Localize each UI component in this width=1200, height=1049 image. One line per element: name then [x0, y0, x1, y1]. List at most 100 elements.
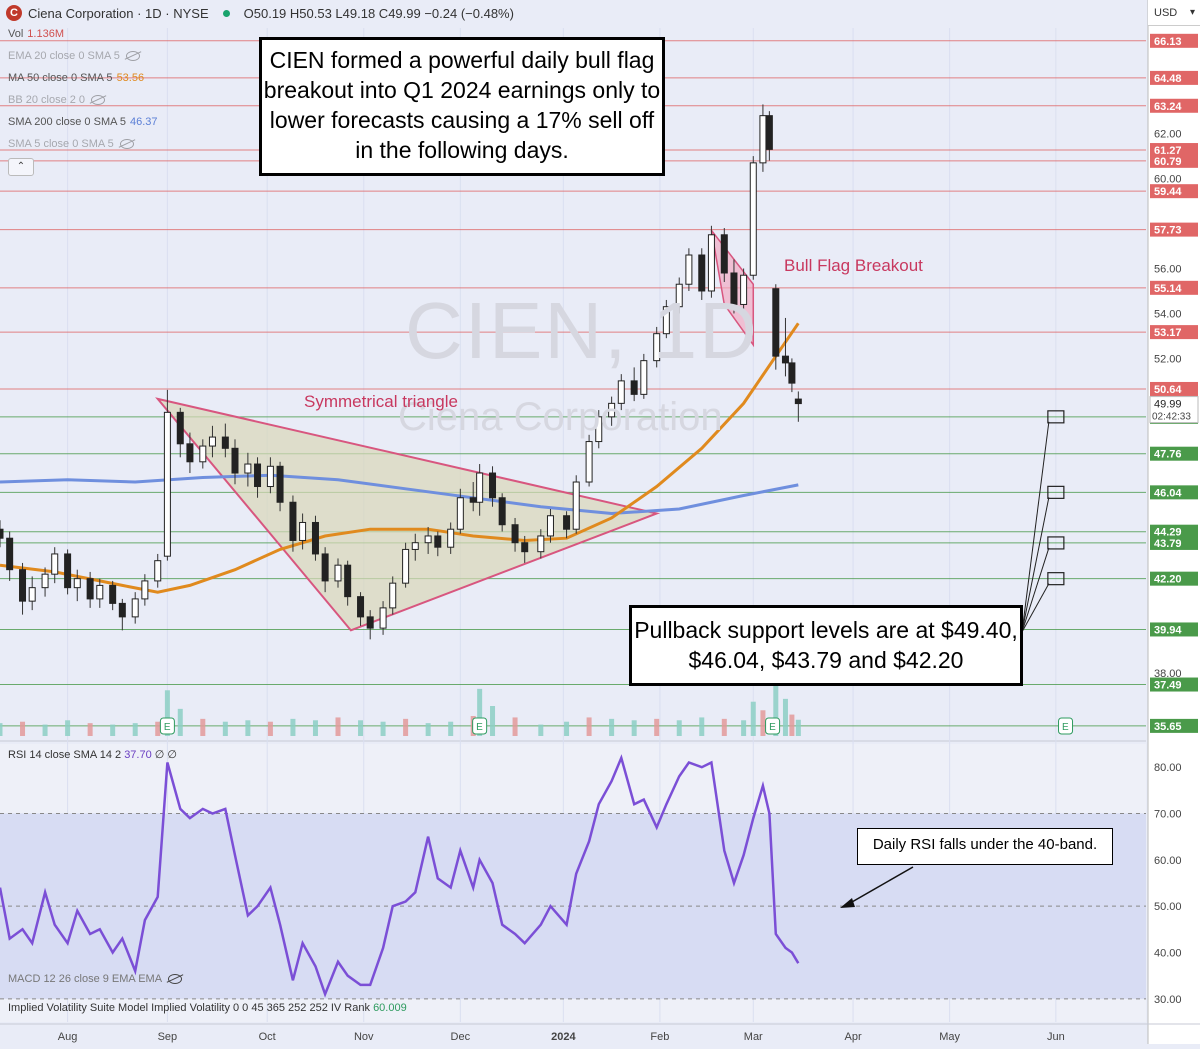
- candle-body[interactable]: [469, 497, 477, 503]
- candle-body[interactable]: [511, 524, 519, 544]
- candle-body[interactable]: [379, 607, 387, 629]
- candle-body[interactable]: [73, 578, 81, 589]
- candle-body[interactable]: [366, 616, 374, 629]
- candle-body[interactable]: [434, 535, 442, 548]
- candle-body[interactable]: [334, 564, 342, 582]
- candle-body[interactable]: [546, 515, 554, 537]
- candle-body[interactable]: [402, 548, 410, 584]
- candle-body[interactable]: [0, 528, 4, 539]
- candle-body[interactable]: [498, 497, 506, 526]
- candle-body[interactable]: [389, 582, 397, 609]
- hidden-eye-icon[interactable]: [125, 51, 140, 62]
- hidden-eye-icon[interactable]: [168, 974, 183, 985]
- candle-body[interactable]: [447, 528, 455, 548]
- price-level-tag[interactable]: [1150, 325, 1198, 340]
- candle-body[interactable]: [51, 553, 59, 575]
- indicator-sma200[interactable]: SMA 200 close 0 SMA 5 46.37: [8, 116, 158, 128]
- price-level-tag[interactable]: [1150, 446, 1198, 461]
- price-level-tag[interactable]: [1150, 143, 1198, 158]
- candle-body[interactable]: [585, 441, 593, 483]
- candle-body[interactable]: [730, 272, 738, 305]
- iv-legend[interactable]: Implied Volatility Suite Model Implied V…: [8, 1002, 407, 1014]
- candle-body[interactable]: [141, 580, 149, 600]
- indicator-volume[interactable]: Vol 1.136M: [8, 28, 64, 40]
- candle-body[interactable]: [176, 411, 184, 445]
- candle-body[interactable]: [154, 560, 162, 582]
- rsi-legend[interactable]: RSI 14 close SMA 14 2 37.70 ∅ ∅: [8, 748, 177, 761]
- macd-legend[interactable]: MACD 12 26 close 9 EMA EMA: [8, 973, 183, 985]
- candle-body[interactable]: [6, 537, 14, 571]
- candle-body[interactable]: [289, 501, 297, 541]
- candle-body[interactable]: [662, 306, 670, 335]
- candle-body[interactable]: [231, 447, 239, 474]
- indicator-ema20[interactable]: EMA 20 close 0 SMA 5: [8, 50, 140, 62]
- price-level-tag[interactable]: [1150, 184, 1198, 199]
- candle-body[interactable]: [254, 463, 262, 488]
- annotation-support-levels[interactable]: Pullback support levels are at $49.40, $…: [629, 605, 1023, 686]
- candle-body[interactable]: [653, 333, 661, 362]
- candle-body[interactable]: [781, 355, 789, 364]
- candle-body[interactable]: [640, 360, 648, 395]
- candle-body[interactable]: [608, 402, 616, 418]
- candle-body[interactable]: [19, 569, 27, 602]
- candle-body[interactable]: [244, 463, 252, 474]
- earnings-marker-icon[interactable]: [1058, 717, 1074, 735]
- candle-body[interactable]: [521, 542, 529, 553]
- collapse-indicators-button[interactable]: ⌃: [8, 158, 34, 176]
- candle-body[interactable]: [299, 521, 307, 541]
- candle-body[interactable]: [772, 288, 780, 357]
- candle-body[interactable]: [199, 445, 207, 463]
- price-level-tag[interactable]: [1150, 70, 1198, 85]
- candle-body[interactable]: [749, 162, 757, 276]
- candle-body[interactable]: [765, 115, 773, 150]
- earnings-marker-icon[interactable]: [472, 717, 488, 735]
- candle-body[interactable]: [537, 535, 545, 553]
- candle-body[interactable]: [221, 436, 229, 449]
- price-level-tag[interactable]: [1150, 718, 1198, 733]
- price-level-tag[interactable]: [1150, 33, 1198, 48]
- candle-body[interactable]: [563, 515, 571, 530]
- candle-body[interactable]: [28, 587, 36, 602]
- price-level-tag[interactable]: [1150, 280, 1198, 295]
- candle-body[interactable]: [707, 234, 715, 292]
- candle-body[interactable]: [321, 553, 329, 582]
- currency-selector[interactable]: USD ▾: [1148, 0, 1200, 26]
- candle-body[interactable]: [344, 564, 352, 598]
- candle-body[interactable]: [357, 596, 365, 618]
- annotation-earnings-note[interactable]: CIEN formed a powerful daily bull flag b…: [259, 37, 665, 176]
- annotation-rsi-note[interactable]: Daily RSI falls under the 40-band.: [857, 828, 1113, 865]
- price-level-tag[interactable]: [1150, 153, 1198, 168]
- candle-body[interactable]: [476, 472, 484, 503]
- candle-body[interactable]: [208, 436, 216, 447]
- sma200-line[interactable]: [0, 473, 799, 516]
- candle-body[interactable]: [698, 254, 706, 292]
- candle-body[interactable]: [595, 416, 603, 443]
- indicator-sma5[interactable]: SMA 5 close 0 SMA 5: [8, 138, 134, 150]
- price-level-tag[interactable]: [1150, 622, 1198, 637]
- candle-body[interactable]: [685, 254, 693, 285]
- candle-body[interactable]: [411, 542, 419, 550]
- support-marker[interactable]: [1047, 410, 1065, 424]
- candle-body[interactable]: [186, 443, 194, 463]
- support-marker[interactable]: [1047, 572, 1065, 586]
- hidden-eye-icon[interactable]: [119, 139, 134, 150]
- candle-body[interactable]: [64, 553, 72, 589]
- candle-body[interactable]: [456, 497, 464, 530]
- candle-body[interactable]: [109, 584, 117, 604]
- support-marker[interactable]: [1047, 485, 1065, 499]
- price-level-tag[interactable]: [1150, 222, 1198, 237]
- last-price-tag[interactable]: [1149, 396, 1199, 424]
- symbol-header[interactable]: C Ciena Corporation · 1D · NYSE O50.19 H…: [0, 0, 514, 26]
- candle-body[interactable]: [740, 274, 748, 305]
- price-level-tag[interactable]: [1150, 535, 1198, 550]
- indicator-ma50[interactable]: MA 50 close 0 SMA 5 53.56: [8, 72, 144, 84]
- price-level-tag[interactable]: [1150, 485, 1198, 500]
- candle-body[interactable]: [759, 115, 767, 164]
- candle-body[interactable]: [266, 465, 274, 488]
- candle-body[interactable]: [163, 411, 171, 557]
- candle-body[interactable]: [96, 584, 104, 600]
- candle-body[interactable]: [118, 602, 126, 618]
- earnings-marker-icon[interactable]: [765, 717, 781, 735]
- candle-body[interactable]: [572, 481, 580, 530]
